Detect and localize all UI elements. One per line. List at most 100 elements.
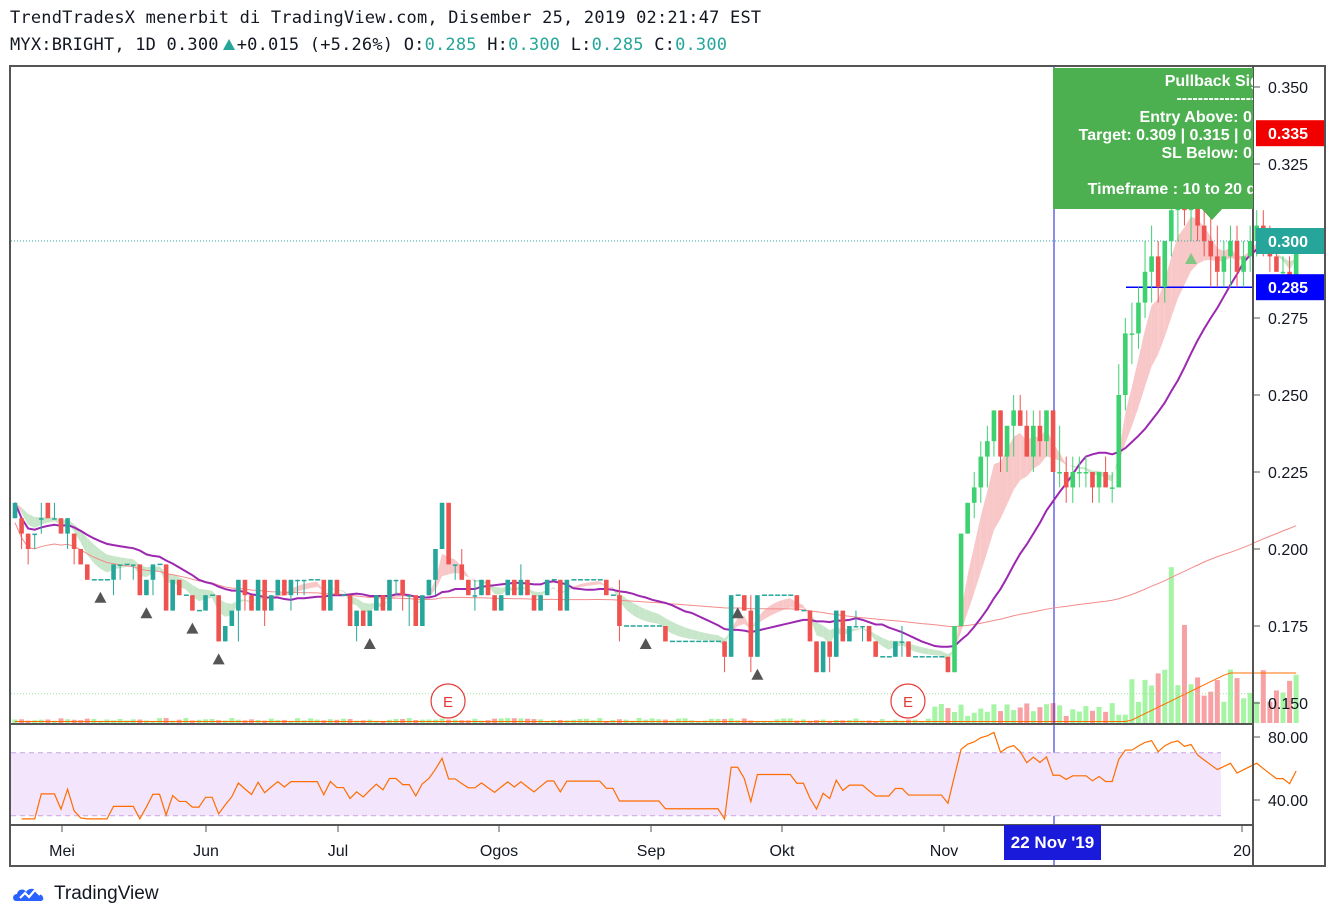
close-value: 0.300 [675,35,728,55]
tradingview-logo[interactable]: TradingView [12,883,159,905]
candle-body [1241,256,1246,272]
candle-body [991,410,997,442]
candle-body [360,610,366,626]
candle-body [354,610,359,626]
candle-body [1274,256,1279,272]
ribbon-segment [494,586,502,595]
volume-bar [117,718,123,723]
volume-bar [1063,715,1069,723]
signal-title: Pullback Signal [1164,73,1253,90]
volume-bar [965,716,971,723]
volume-bar [1227,669,1233,723]
signal-stop: SL Below: 0.285 [1161,145,1253,162]
candle-body [282,579,287,596]
candle-body [439,502,445,549]
candle-body [1228,241,1233,257]
volume-bar [853,718,859,723]
candle-body [236,579,241,611]
ribbon-segment [363,602,370,613]
signal-up-triangle-icon [639,638,652,649]
rsi-pane [11,723,1297,826]
x-tick-label: Sep [637,843,666,860]
ribbon-segment [823,625,830,644]
ribbon-segment [1276,254,1284,261]
candle-body [1070,472,1076,488]
ribbon-segment [987,464,994,552]
ribbon-segment [606,585,613,589]
volume-bar [1188,684,1194,723]
candle-body [1293,241,1299,288]
candle-body [1057,472,1062,474]
candle-body [262,579,267,611]
candle-body [1103,472,1108,488]
ribbon-segment [553,587,561,595]
candle-body [998,410,1003,457]
volume-bar [1155,673,1161,723]
candle-body [873,641,878,657]
candle-body [663,626,668,642]
candle-body [538,595,543,611]
ribbon-segment [704,632,712,641]
ribbon-segment [317,581,324,592]
candle-body [952,626,957,673]
ribbon-segment [698,631,705,641]
candle-body [544,579,550,596]
candle-body [899,641,905,643]
candle-body [1077,472,1082,474]
candle-body [32,533,38,536]
candle-body [321,579,327,611]
volume-bar [1103,711,1109,723]
candle-body [268,595,274,611]
volume-bar [1273,690,1279,723]
ribbon-segment [967,545,975,613]
candle-body [459,564,465,580]
ribbon-segment [645,609,653,623]
last-price: 0.300 [166,35,219,55]
candle-body [840,610,846,642]
candle-body [512,579,517,596]
ribbon-segment [1138,329,1146,408]
candle-body [1129,333,1135,335]
candle-body [906,641,911,657]
candle-body [479,579,484,596]
candle-body [1247,241,1253,257]
volume-bar [1149,685,1155,723]
symbol-ohlc-legend: MYX:BRIGHT, 1D 0.300 +0.015 (+5.26%) O:0.… [10,35,727,55]
candle-body [347,595,353,626]
volume-bar [492,718,498,723]
candle-body [367,610,373,626]
candle-body [111,564,116,580]
volume-bar [58,718,64,723]
candle-body [755,595,760,657]
signal-up-triangle-icon [731,607,744,619]
candle-body [1149,256,1154,272]
candle-body [1017,410,1023,426]
moving-averages [14,241,1297,648]
volume-bar [1201,695,1207,723]
candle-body [1090,472,1095,488]
candle-body [525,579,530,596]
volume-bar [1011,710,1017,723]
volume-bar [183,718,189,723]
volume-bar [1162,669,1168,723]
candle-body [1063,472,1069,488]
candle-body [255,579,261,611]
volume-bar [518,718,524,723]
volume-bar [1122,714,1128,723]
volume-bar [1050,703,1056,723]
candle-body [406,595,412,597]
ribbon-segment [816,622,824,638]
tradingview-cloud-icon [13,888,44,901]
ribbon-segment [934,649,942,656]
candle-body [1109,487,1115,489]
volume-bar [649,718,655,723]
volume-bar [472,718,478,723]
candle-body [71,533,77,549]
volume-bar [1221,701,1227,723]
volume-bar [1135,702,1141,723]
x-tick-label: Jun [193,843,219,860]
candle-body [301,579,307,582]
candle-body [1031,425,1036,457]
ribbon-segment [691,629,699,640]
